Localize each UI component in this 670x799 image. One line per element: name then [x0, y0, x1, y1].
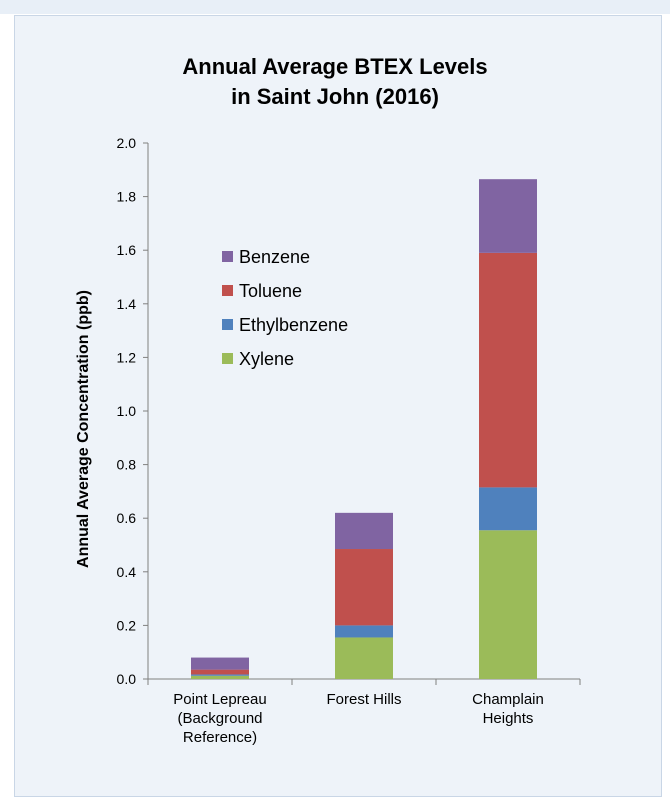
y-tick-label: 1.0: [117, 403, 137, 419]
y-tick-label: 0.0: [117, 671, 137, 687]
legend-swatch-toluene: [222, 285, 233, 296]
x-category-label: Point Lepreau: [173, 691, 266, 708]
chart-title: Annual Average BTEX Levels in Saint John…: [0, 52, 670, 112]
bar-segment-toluene: [191, 669, 249, 675]
y-tick-label: 1.4: [117, 296, 137, 312]
bar-segment-xylene: [479, 530, 537, 679]
y-tick-label: 0.6: [117, 510, 137, 526]
x-category-label: Champlain: [472, 691, 544, 708]
bar-segment-ethylbenzene: [335, 625, 393, 638]
bar-segment-benzene: [335, 512, 393, 550]
y-tick-label: 1.6: [117, 242, 137, 258]
bar-segment-toluene: [479, 252, 537, 488]
bar-segment-xylene: [191, 675, 249, 679]
bar-segment-ethylbenzene: [191, 674, 249, 676]
x-category-label: Forest Hills: [326, 691, 401, 708]
y-tick-label: 2.0: [117, 135, 137, 151]
chart-title-line-1: Annual Average BTEX Levels: [182, 54, 488, 79]
legend-swatch-benzene: [222, 251, 233, 262]
x-category-label: Reference): [183, 729, 257, 746]
legend-label-ethylbenzene: Ethylbenzene: [239, 315, 348, 335]
legend-label-benzene: Benzene: [239, 247, 310, 267]
x-category-label: Heights: [483, 710, 534, 727]
chart-title-line-2: in Saint John (2016): [231, 84, 439, 109]
legend-label-xylene: Xylene: [239, 349, 294, 369]
bar-segment-benzene: [479, 179, 537, 253]
bar-segment-xylene: [335, 637, 393, 679]
frame-top-band: [0, 0, 670, 14]
y-tick-label: 0.2: [117, 617, 137, 633]
y-tick-label: 0.4: [117, 564, 137, 580]
y-tick-label: 1.2: [117, 349, 137, 365]
bar-segment-ethylbenzene: [479, 487, 537, 531]
y-axis-label: Annual Average Concentration (ppb): [75, 290, 92, 568]
y-tick-label: 1.8: [117, 189, 137, 205]
legend-swatch-xylene: [222, 353, 233, 364]
legend-label-toluene: Toluene: [239, 281, 302, 301]
x-category-label: (Background: [177, 710, 262, 727]
bar-segment-toluene: [335, 549, 393, 626]
bar-segment-benzene: [191, 657, 249, 670]
legend-swatch-ethylbenzene: [222, 319, 233, 330]
y-tick-label: 0.8: [117, 457, 137, 473]
